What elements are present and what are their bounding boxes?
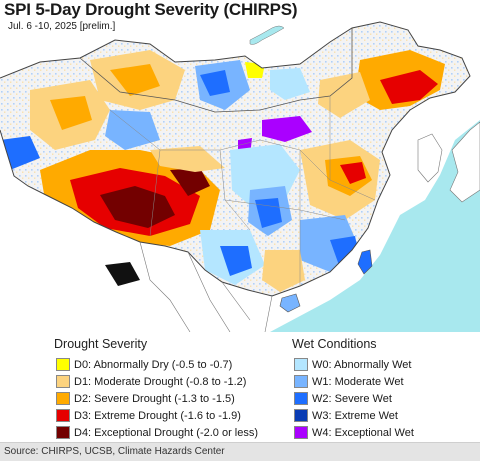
source-text: Source: CHIRPS, UCSB, Climate Hazards Ce…	[4, 446, 225, 457]
legend-label: D4: Exceptional Drought (-2.0 or less)	[74, 426, 259, 439]
map-title: SPI 5-Day Drought Severity (CHIRPS)	[4, 0, 298, 19]
legend-swatch	[56, 358, 70, 371]
legend-swatch	[56, 392, 70, 405]
land-korea	[417, 133, 443, 183]
legend-item-d3: D3: Extreme Drought (-1.6 to -1.9)	[56, 408, 241, 423]
legend-swatch	[56, 409, 70, 422]
legend-item-d4: D4: Exceptional Drought (-2.0 or less)	[56, 425, 258, 440]
legend-swatch	[294, 409, 308, 422]
wet-legend-heading: Wet Conditions	[292, 337, 377, 351]
legend-item-w1: W1: Moderate Wet	[294, 374, 404, 389]
lake-baikal	[249, 25, 285, 45]
legend: Drought Severity Wet Conditions D0: Abno…	[0, 332, 480, 442]
land-taiwan	[357, 249, 373, 275]
land-japan	[449, 121, 480, 203]
legend-item-w4: W4: Exceptional Wet	[294, 425, 414, 440]
drought-map: SPI 5-Day Drought Severity (CHIRPS) Jul.…	[0, 0, 480, 332]
legend-swatch	[294, 358, 308, 371]
province-borders	[109, 96, 376, 286]
legend-item-d1: D1: Moderate Drought (-0.8 to -1.2)	[56, 374, 246, 389]
legend-label: D2: Severe Drought (-1.3 to -1.5)	[74, 392, 235, 405]
legend-label: W0: Abnormally Wet	[312, 358, 412, 371]
dark-coast	[105, 262, 140, 286]
legend-label: W1: Moderate Wet	[312, 375, 404, 388]
legend-item-w3: W3: Extreme Wet	[294, 408, 398, 423]
legend-label: W3: Extreme Wet	[312, 409, 398, 422]
map-canvas	[0, 0, 480, 332]
legend-label: W2: Severe Wet	[312, 392, 392, 405]
legend-item-w2: W2: Severe Wet	[294, 391, 392, 406]
legend-label: D3: Extreme Drought (-1.6 to -1.9)	[74, 409, 241, 422]
mongolia-border	[79, 28, 353, 113]
drought-legend-heading: Drought Severity	[54, 337, 148, 351]
map-subtitle: Jul. 6 -10, 2025 [prelim.]	[8, 21, 116, 32]
legend-swatch	[56, 426, 70, 439]
southeast-asia-borders	[139, 241, 273, 332]
legend-swatch	[294, 426, 308, 439]
legend-item-w0: W0: Abnormally Wet	[294, 357, 411, 372]
legend-item-d2: D2: Severe Drought (-1.3 to -1.5)	[56, 391, 235, 406]
legend-swatch	[56, 375, 70, 388]
legend-label: D0: Abnormally Dry (-0.5 to -0.7)	[74, 358, 233, 371]
legend-label: D1: Moderate Drought (-0.8 to -1.2)	[74, 375, 247, 388]
legend-item-d0: D0: Abnormally Dry (-0.5 to -0.7)	[56, 357, 232, 372]
land-hainan	[279, 293, 301, 313]
source-footer: Source: CHIRPS, UCSB, Climate Hazards Ce…	[0, 442, 480, 461]
country-borders	[0, 21, 471, 297]
legend-swatch	[294, 392, 308, 405]
legend-label: W4: Exceptional Wet	[312, 426, 414, 439]
legend-swatch	[294, 375, 308, 388]
